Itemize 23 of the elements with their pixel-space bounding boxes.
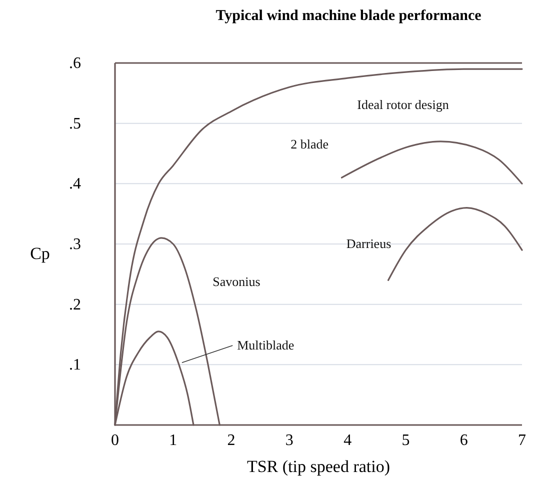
x-tick-label: 3: [285, 432, 294, 449]
y-tick-label: .2: [69, 296, 81, 314]
x-tick-label: 4: [344, 432, 352, 449]
x-tick-label: 5: [402, 432, 410, 449]
y-tick-label: .1: [69, 356, 81, 374]
series-label: Ideal rotor design: [357, 97, 450, 112]
y-tick-label: .5: [69, 115, 81, 132]
y-tick-label: .4: [69, 176, 81, 193]
y-tick-label: .6: [69, 55, 81, 72]
series-label: Darrieus: [346, 236, 392, 251]
x-tick-label: 7: [518, 432, 526, 449]
series-label: Savonius: [212, 274, 260, 289]
text: Multiblade: [237, 337, 294, 352]
line-series: [340, 140, 523, 184]
x-axis-title: TSR (tip speed ratio): [246, 457, 390, 476]
chart-title: Typical wind machine blade performance: [216, 8, 482, 24]
y-axis-title: Cp: [30, 244, 50, 263]
x-tick-label: 1: [169, 432, 178, 449]
text: 2 blade: [290, 136, 329, 152]
y-tick-label: .3: [69, 236, 81, 253]
x-tick-label: 6: [460, 432, 468, 449]
x-tick-label: 2: [227, 432, 236, 449]
x-tick-label: 0: [111, 432, 119, 449]
